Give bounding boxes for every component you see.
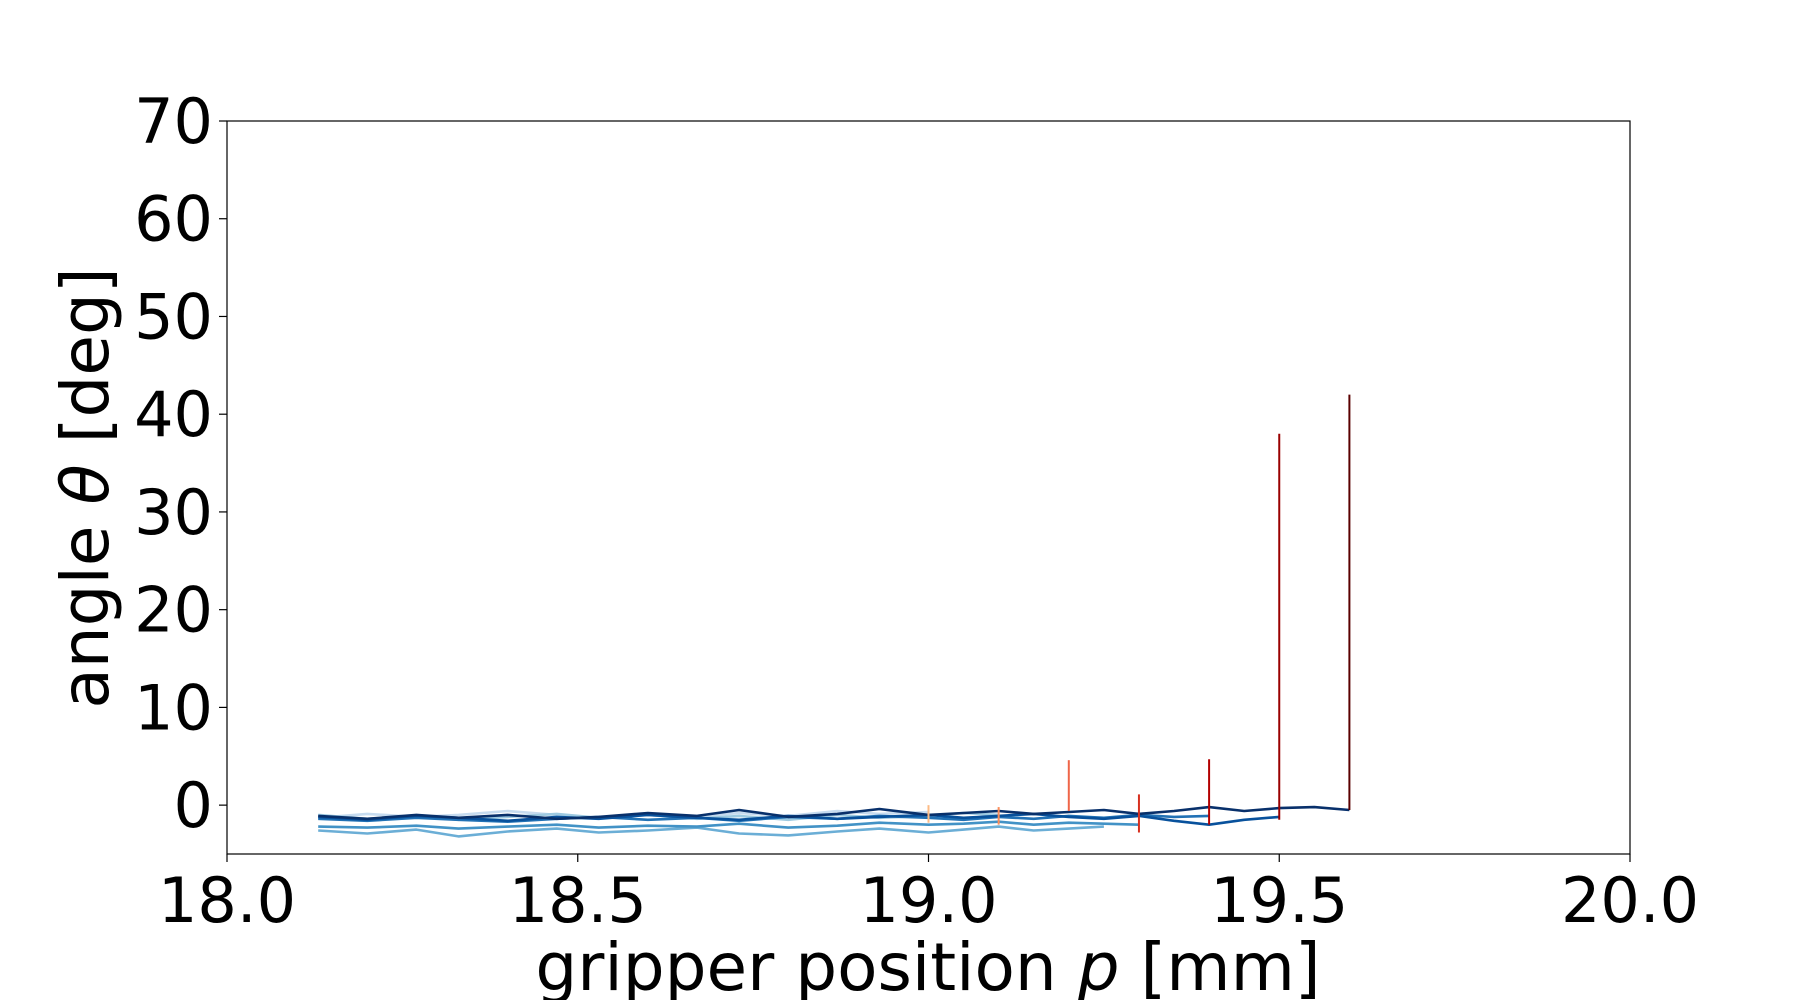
- x-tick-label-1: 18.0: [158, 864, 296, 937]
- y-tick-label-5: 40: [134, 378, 213, 451]
- y-tick-label-8: 70: [134, 85, 213, 158]
- series-line-7: [318, 805, 1350, 821]
- x-tick-label-5: 20.0: [1561, 864, 1699, 937]
- x-axis-label-unit: [mm]: [1120, 929, 1321, 1000]
- y-tick-label-6: 50: [134, 280, 213, 353]
- y-axis-label-text: angle: [47, 505, 124, 709]
- y-axis-label-unit: [deg]: [47, 267, 124, 464]
- y-axis-label: angle θ [deg]: [47, 267, 124, 708]
- series-line-3: [318, 825, 1104, 838]
- x-axis-label-text: gripper position: [535, 929, 1077, 1000]
- vline-layer: [927, 394, 1351, 833]
- x-axis-label: gripper position p [mm]: [535, 929, 1320, 1000]
- series-line-6: [318, 812, 1280, 827]
- y-axis-label-symbol: θ: [47, 464, 124, 504]
- series-layer: [318, 805, 1350, 838]
- y-tick-label-7: 60: [134, 183, 213, 256]
- x-tick-label-4: 19.5: [1210, 864, 1348, 937]
- x-axis: 18.0 18.5 19.0 19.5 20.0: [158, 854, 1699, 937]
- series-line-4: [318, 820, 1140, 830]
- x-tick-label-3: 19.0: [859, 864, 997, 937]
- y-tick-label-4: 30: [134, 476, 213, 549]
- y-tick-label-2: 10: [134, 671, 213, 744]
- x-tick-label-2: 18.5: [509, 864, 647, 937]
- y-axis: 0 10 20 30 40 50 60 70: [134, 85, 227, 842]
- y-tick-label-3: 20: [134, 574, 213, 647]
- y-tick-label-1: 0: [174, 769, 213, 842]
- x-axis-label-symbol: p: [1077, 929, 1120, 1000]
